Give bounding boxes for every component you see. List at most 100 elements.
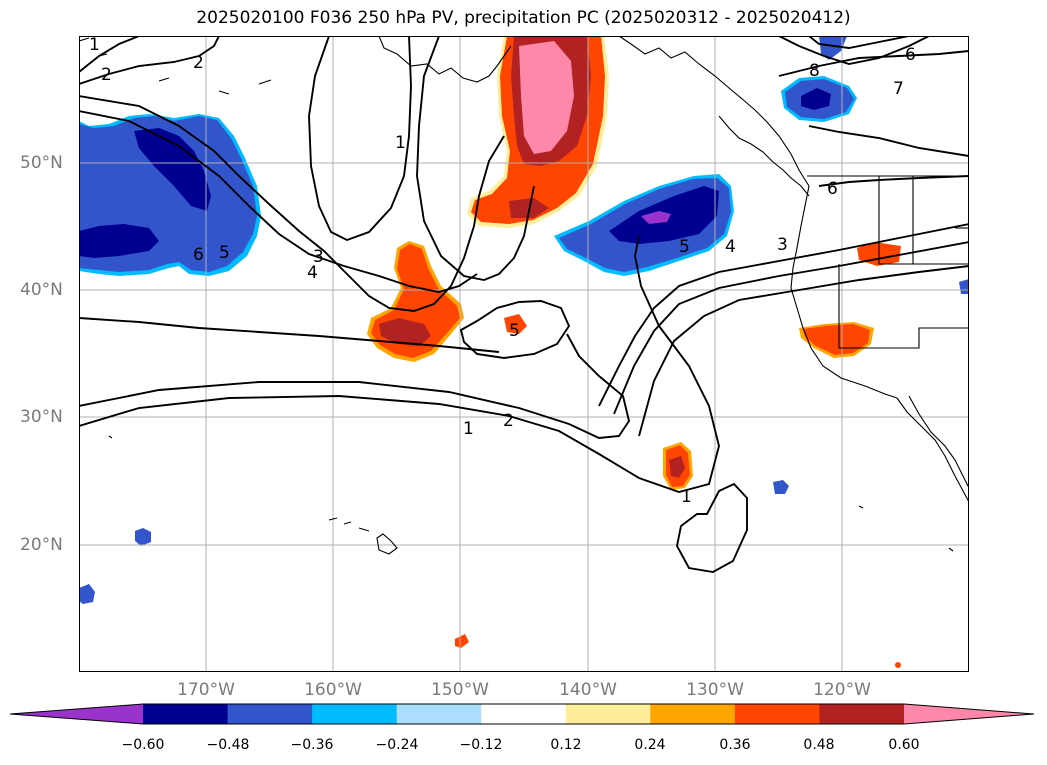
aleutians	[79, 37, 272, 95]
pv-contour-east-6b	[818, 175, 969, 187]
negative-anomaly-shading	[79, 36, 969, 604]
lon-label-130w: 130°W	[686, 680, 744, 700]
colorbar-outline	[10, 703, 1035, 725]
contour-label: 6	[193, 245, 204, 265]
contour-label: 5	[219, 243, 230, 263]
pv-contour-east-6	[808, 125, 969, 157]
pv-contour-2	[79, 333, 631, 439]
contour-label: 8	[809, 61, 820, 81]
contour-label: 2	[503, 411, 514, 431]
colorbar-tick-label: −0.24	[375, 737, 419, 753]
lon-label-170w: 170°W	[177, 680, 235, 700]
bc-islands	[718, 115, 810, 197]
colorbar-segment	[143, 704, 229, 724]
colorbar-segment	[819, 704, 905, 724]
contour-label: 2	[193, 53, 204, 73]
contour-label: 1	[395, 133, 406, 153]
lat-label-40n: 40°N	[20, 280, 63, 300]
pos-blob-east1-orange	[803, 324, 870, 355]
contour-label: 2	[101, 65, 112, 85]
colorbar-tick-label: −0.60	[121, 737, 165, 753]
west-coast	[790, 185, 898, 399]
pv-contour-jet-2	[613, 241, 969, 415]
pv-contour-1-north	[79, 95, 505, 312]
colorbar-segment	[734, 704, 820, 724]
pv-contour-east-8	[778, 36, 930, 65]
colorbar-extend-high	[904, 704, 1034, 724]
pos-blob-sw-red	[669, 456, 685, 478]
state-border-1	[878, 176, 969, 265]
pv-contour-1b	[79, 36, 140, 73]
chart-title: 2025020100 F036 250 hPa PV, precipitatio…	[196, 8, 851, 28]
pv-contour-1	[79, 235, 720, 493]
pv-contour-3	[79, 110, 478, 293]
contour-label: 5	[679, 237, 690, 257]
pv-contour-2-west	[79, 36, 220, 85]
colorbar-tick-label: 0.36	[719, 737, 751, 753]
baja-gulf	[908, 395, 969, 489]
colorbar-segments	[10, 704, 1034, 724]
contour-label: 4	[725, 237, 736, 257]
lat-label-50n: 50°N	[20, 153, 63, 173]
contour-label: 1	[89, 36, 100, 55]
neg-blob-west-dark	[134, 128, 211, 211]
pv-contour-east-7	[778, 50, 969, 77]
alaska-panhandle-coast	[618, 36, 810, 187]
coastlines	[79, 36, 969, 555]
neg-blob-west-dark2	[79, 224, 159, 258]
pos-speck-3	[895, 662, 901, 668]
map-panel: 1 2 2 1 3 4 6 5 5 1 2 1 5 4 3 6 6 7 8	[79, 36, 969, 672]
colorbar-segment	[481, 704, 567, 724]
pv-contours	[79, 36, 969, 573]
colorbar-tick-label: 0.24	[634, 737, 666, 753]
hawaii-islands	[328, 517, 398, 555]
lon-label-120w: 120°W	[813, 680, 871, 700]
pv-contour-1-mid	[308, 36, 412, 242]
pv-contour-jet-1	[598, 223, 969, 407]
lat-label-20n: 20°N	[20, 535, 63, 555]
map-border	[79, 36, 969, 672]
contour-label-layer: 1 2 2 1 3 4 6 5 5 1 2 1 5 4 3 6 6 7 8	[89, 36, 916, 507]
pos-blob-mid-red	[379, 318, 431, 346]
neg-speck-2	[79, 584, 95, 604]
pv-contour-closed	[459, 300, 571, 359]
gridlines	[79, 36, 969, 672]
contour-label: 6	[905, 45, 916, 65]
lon-label-140w: 140°W	[559, 680, 617, 700]
colorbar-tick-label: 0.60	[888, 737, 920, 753]
neg-speck-1	[135, 528, 151, 546]
colorbar-segment	[565, 704, 651, 724]
contour-label: 6	[827, 179, 838, 199]
pv-contour-2-mid	[416, 36, 535, 281]
pos-blob-north-pink	[519, 41, 574, 154]
pv-contour-east-top	[808, 36, 910, 49]
neg-speck-4	[959, 279, 969, 294]
contour-label: 3	[777, 235, 788, 255]
pos-speck-1	[504, 314, 527, 334]
colorbar-segment	[312, 704, 398, 724]
contour-label: 3	[313, 247, 324, 267]
colorbar-segment	[396, 704, 482, 724]
contour-label: 4	[307, 263, 318, 283]
neg-blob-north-top	[819, 36, 847, 60]
map-canvas: 1 2 2 1 3 4 6 5 5 1 2 1 5 4 3 6 6 7 8	[79, 36, 969, 672]
lat-label-30n: 30°N	[20, 407, 63, 427]
colorbar-segment	[227, 704, 313, 724]
lon-label-150w: 150°W	[431, 680, 489, 700]
contour-label: 1	[681, 487, 692, 507]
neg-blob-east-core	[641, 211, 671, 224]
pv-contour-closed-south	[676, 482, 748, 573]
contour-label: 7	[893, 79, 904, 99]
state-border-3	[838, 264, 969, 349]
contour-label: 5	[509, 321, 520, 341]
neg-speck-3	[773, 480, 789, 494]
positive-anomaly-shading	[367, 36, 901, 668]
colorbar-segment	[650, 704, 736, 724]
colorbar	[10, 703, 1035, 725]
colorbar-tick-label: −0.36	[290, 737, 334, 753]
baja-coast	[896, 397, 969, 503]
lon-label-160w: 160°W	[304, 680, 362, 700]
contour-label: 1	[463, 419, 474, 439]
colorbar-tick-label: −0.48	[206, 737, 250, 753]
pos-speck-2	[455, 634, 469, 648]
